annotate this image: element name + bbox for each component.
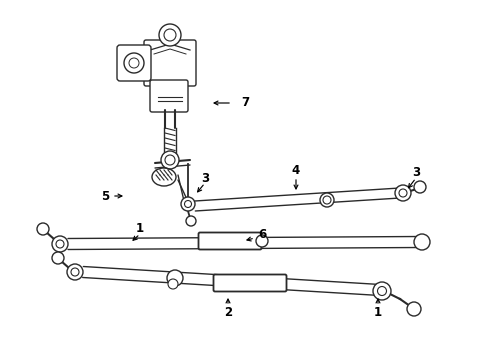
- FancyBboxPatch shape: [117, 45, 151, 81]
- Circle shape: [56, 240, 64, 248]
- FancyBboxPatch shape: [198, 233, 262, 249]
- Circle shape: [414, 234, 430, 250]
- Circle shape: [185, 201, 192, 207]
- Circle shape: [67, 264, 83, 280]
- Circle shape: [159, 24, 181, 46]
- Circle shape: [407, 302, 421, 316]
- Circle shape: [323, 196, 331, 204]
- Circle shape: [395, 185, 411, 201]
- Text: 3: 3: [412, 166, 420, 179]
- Circle shape: [71, 268, 79, 276]
- Circle shape: [256, 235, 268, 247]
- Text: 2: 2: [224, 306, 232, 319]
- Circle shape: [167, 270, 183, 286]
- Circle shape: [186, 216, 196, 226]
- Text: 6: 6: [258, 229, 266, 242]
- Circle shape: [181, 197, 195, 211]
- Circle shape: [52, 252, 64, 264]
- Circle shape: [399, 189, 407, 197]
- FancyBboxPatch shape: [144, 40, 196, 86]
- Circle shape: [320, 193, 334, 207]
- Text: 1: 1: [374, 306, 382, 319]
- Circle shape: [168, 279, 178, 289]
- Text: 4: 4: [292, 165, 300, 177]
- Text: 1: 1: [136, 221, 144, 234]
- FancyBboxPatch shape: [214, 274, 287, 292]
- Circle shape: [164, 29, 176, 41]
- Circle shape: [129, 58, 139, 68]
- Circle shape: [377, 287, 387, 296]
- Text: 3: 3: [201, 171, 209, 184]
- Circle shape: [124, 53, 144, 73]
- Circle shape: [37, 223, 49, 235]
- Circle shape: [52, 236, 68, 252]
- Circle shape: [165, 155, 175, 165]
- Text: 7: 7: [241, 96, 249, 109]
- Circle shape: [414, 181, 426, 193]
- Text: 5: 5: [101, 189, 109, 202]
- Circle shape: [161, 151, 179, 169]
- FancyBboxPatch shape: [150, 80, 188, 112]
- Circle shape: [373, 282, 391, 300]
